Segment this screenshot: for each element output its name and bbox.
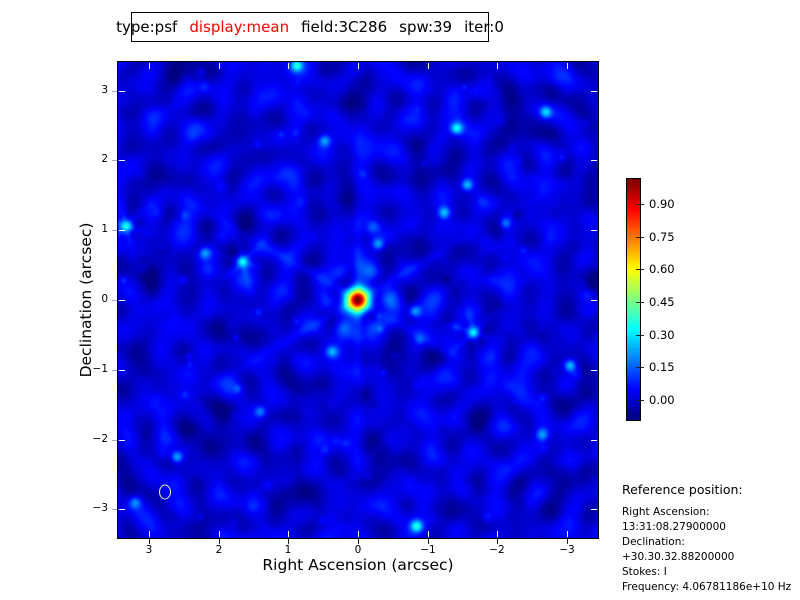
y-tick-mark: [112, 300, 117, 301]
reference-line: Declination: +30.30.32.88200000: [622, 536, 735, 563]
x-tick-mark: [567, 539, 568, 544]
x-axis-label: Right Ascension (arcsec): [262, 556, 454, 574]
colorbar-tick-label: 0.45: [649, 295, 675, 309]
colorbar-tick-mark: [636, 335, 644, 336]
y-tick-mark: [112, 230, 117, 231]
psf-plot-frame: [117, 61, 599, 539]
y-tick-label: −3: [92, 502, 108, 514]
y-tick-mark: [112, 509, 117, 510]
y-tick-mark: [119, 440, 125, 441]
y-tick-mark: [119, 300, 125, 301]
colorbar-tick-label: 0.15: [649, 360, 675, 374]
x-tick-mark: [358, 531, 359, 537]
image-title-box: type:psf display:mean field:3C286 spw:39 ite…: [116, 12, 504, 42]
reference-line: Stokes: I: [622, 566, 667, 578]
x-tick-mark: [428, 63, 429, 69]
y-tick-mark: [119, 91, 125, 92]
x-tick-mark: [288, 539, 289, 544]
y-tick-mark: [119, 230, 125, 231]
title-part: iter:0: [464, 18, 504, 36]
psf-image[interactable]: [118, 62, 598, 538]
reference-line: Right Ascension: 13:31:08.27900000: [622, 506, 726, 533]
y-tick-mark: [112, 440, 117, 441]
y-tick-mark: [591, 440, 597, 441]
y-tick-label: 1: [101, 223, 108, 235]
colorbar-tick-mark: [636, 302, 644, 303]
title-part: display:mean: [189, 18, 290, 36]
x-tick-label: 1: [284, 544, 292, 556]
colorbar-gradient: [627, 179, 640, 420]
x-tick-label: −3: [559, 544, 575, 556]
x-tick-mark: [497, 531, 498, 537]
y-tick-mark: [119, 370, 125, 371]
x-tick-mark: [567, 63, 568, 69]
y-tick-mark: [119, 509, 125, 510]
colorbar: [626, 178, 641, 421]
title-part: spw:39: [399, 18, 453, 36]
colorbar-tick-mark: [636, 237, 644, 238]
x-tick-mark: [219, 539, 220, 544]
x-tick-mark: [428, 539, 429, 544]
reference-heading: Reference position:: [622, 482, 743, 497]
beam-ellipse-marker: [158, 484, 171, 500]
title-part: field:3C286: [301, 18, 388, 36]
x-tick-mark: [497, 63, 498, 69]
y-tick-mark: [112, 91, 117, 92]
y-tick-mark: [591, 91, 597, 92]
reference-line: Frequency: 4.06781186e+10 Hz: [622, 581, 792, 593]
x-tick-label: −2: [489, 544, 505, 556]
y-tick-mark: [112, 370, 117, 371]
x-tick-mark: [358, 539, 359, 544]
y-tick-mark: [119, 160, 125, 161]
x-tick-mark: [219, 531, 220, 537]
title-part: type:psf: [116, 18, 178, 36]
x-tick-mark: [567, 531, 568, 537]
y-tick-mark: [591, 160, 597, 161]
y-tick-mark: [591, 230, 597, 231]
y-tick-label: −2: [92, 433, 108, 445]
x-tick-mark: [288, 63, 289, 69]
colorbar-tick-label: 0.00: [649, 393, 675, 407]
reference-position-block: Reference position: Right Ascension: 13:…: [622, 482, 800, 595]
x-tick-mark: [288, 531, 289, 537]
y-tick-mark: [591, 300, 597, 301]
y-tick-mark: [591, 370, 597, 371]
x-tick-mark: [428, 531, 429, 537]
x-tick-label: 2: [215, 544, 223, 556]
x-tick-mark: [149, 539, 150, 544]
y-tick-label: 3: [101, 84, 108, 96]
x-tick-label: 3: [145, 544, 153, 556]
y-tick-label: −1: [92, 363, 108, 375]
colorbar-tick-label: 0.30: [649, 328, 675, 342]
y-tick-label: 0: [101, 293, 108, 305]
y-tick-mark: [112, 160, 117, 161]
y-tick-mark: [591, 509, 597, 510]
colorbar-tick-mark: [636, 269, 644, 270]
x-tick-mark: [149, 531, 150, 537]
colorbar-tick-label: 0.60: [649, 262, 675, 276]
colorbar-tick-mark: [636, 400, 644, 401]
colorbar-tick-label: 0.75: [649, 230, 675, 244]
x-tick-mark: [219, 63, 220, 69]
x-tick-label: 0: [354, 544, 362, 556]
x-tick-mark: [497, 539, 498, 544]
x-tick-label: −1: [420, 544, 436, 556]
colorbar-tick-mark: [636, 367, 644, 368]
x-tick-mark: [149, 63, 150, 69]
colorbar-tick-label: 0.90: [649, 197, 675, 211]
x-tick-mark: [358, 63, 359, 69]
y-tick-label: 2: [101, 153, 108, 165]
colorbar-tick-mark: [636, 204, 644, 205]
